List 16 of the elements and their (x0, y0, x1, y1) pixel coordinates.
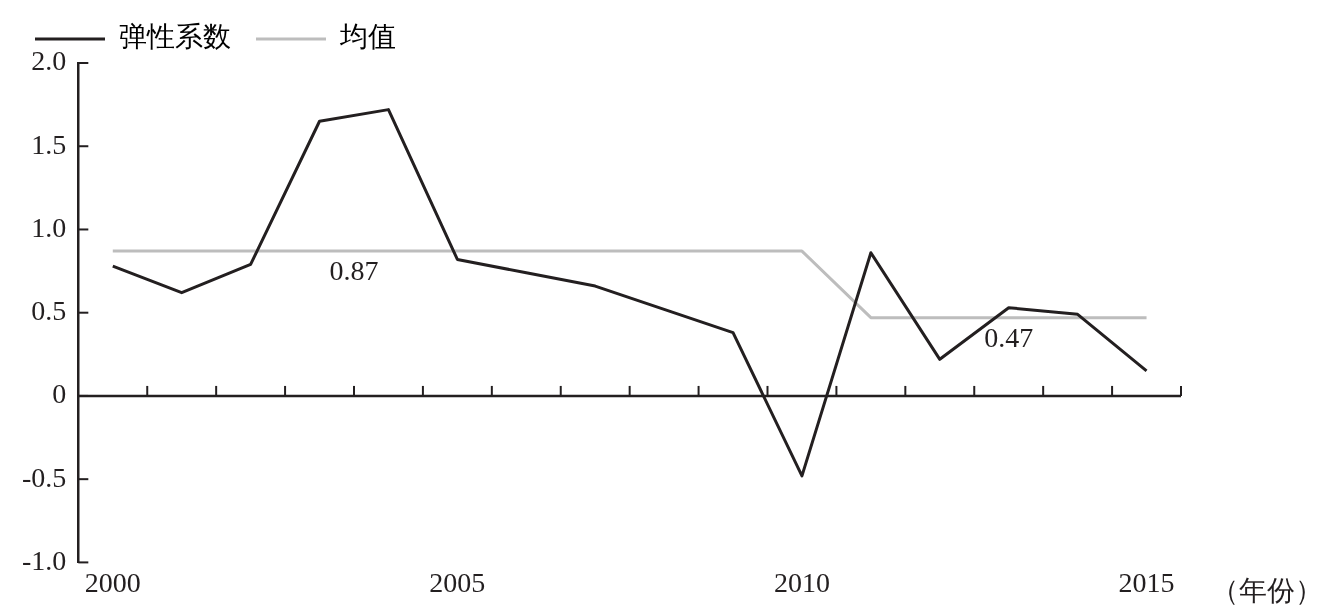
y-tick-label: -0.5 (22, 461, 67, 493)
y-tick-label: 0 (52, 378, 67, 410)
x-tick-label: 2015 (1118, 566, 1175, 598)
y-tick-label: 0.5 (31, 295, 67, 327)
legend-label: 均值 (339, 21, 396, 53)
annotation: 0.87 (329, 255, 379, 287)
y-tick-label: 2.0 (31, 45, 67, 77)
y-tick-label: 1.0 (31, 211, 67, 243)
legend-label: 弹性系数 (119, 21, 231, 53)
y-tick-label: -1.0 (22, 544, 67, 576)
x-tick-label: 2005 (429, 566, 486, 598)
y-tick-label: 1.5 (31, 128, 67, 160)
x-tick-label: 2010 (773, 566, 830, 598)
x-tick-label: 2000 (84, 566, 141, 598)
x-axis-title: （年份） (1211, 574, 1323, 606)
annotation: 0.47 (984, 322, 1034, 354)
